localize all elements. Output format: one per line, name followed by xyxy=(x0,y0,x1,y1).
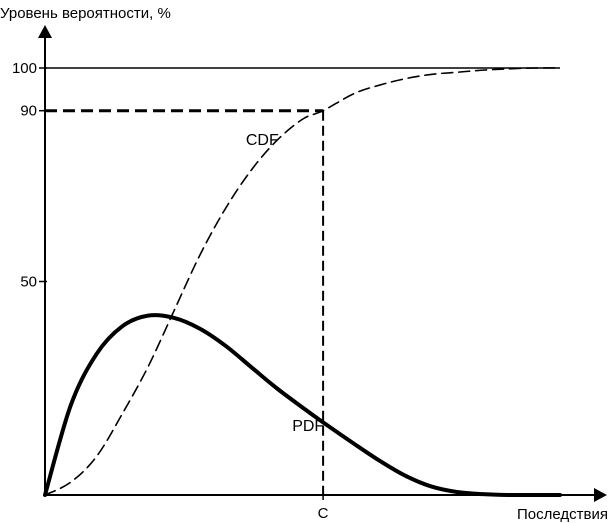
y-tick-label: 90 xyxy=(20,103,37,120)
x-axis-title: Последствия xyxy=(517,506,608,523)
series-line-pdf xyxy=(43,313,562,498)
y-tick-label: 100 xyxy=(12,60,37,77)
x-tick-label: C xyxy=(318,505,329,522)
series-label-cdf: CDF xyxy=(246,132,279,149)
y-tick-label: 50 xyxy=(20,274,37,291)
series-line-cdf xyxy=(44,67,561,496)
series-layer: CDF PDF xyxy=(43,67,562,498)
reference-lines xyxy=(45,67,560,495)
y-axis-arrow-icon xyxy=(38,25,52,38)
y-ticks: 50 90 100 xyxy=(12,60,47,291)
x-ticks: C xyxy=(318,495,329,522)
y-axis-title: Уровень вероятности, % xyxy=(0,5,171,22)
series-label-pdf: PDF xyxy=(292,418,324,435)
x-axis-arrow-icon xyxy=(594,488,607,502)
